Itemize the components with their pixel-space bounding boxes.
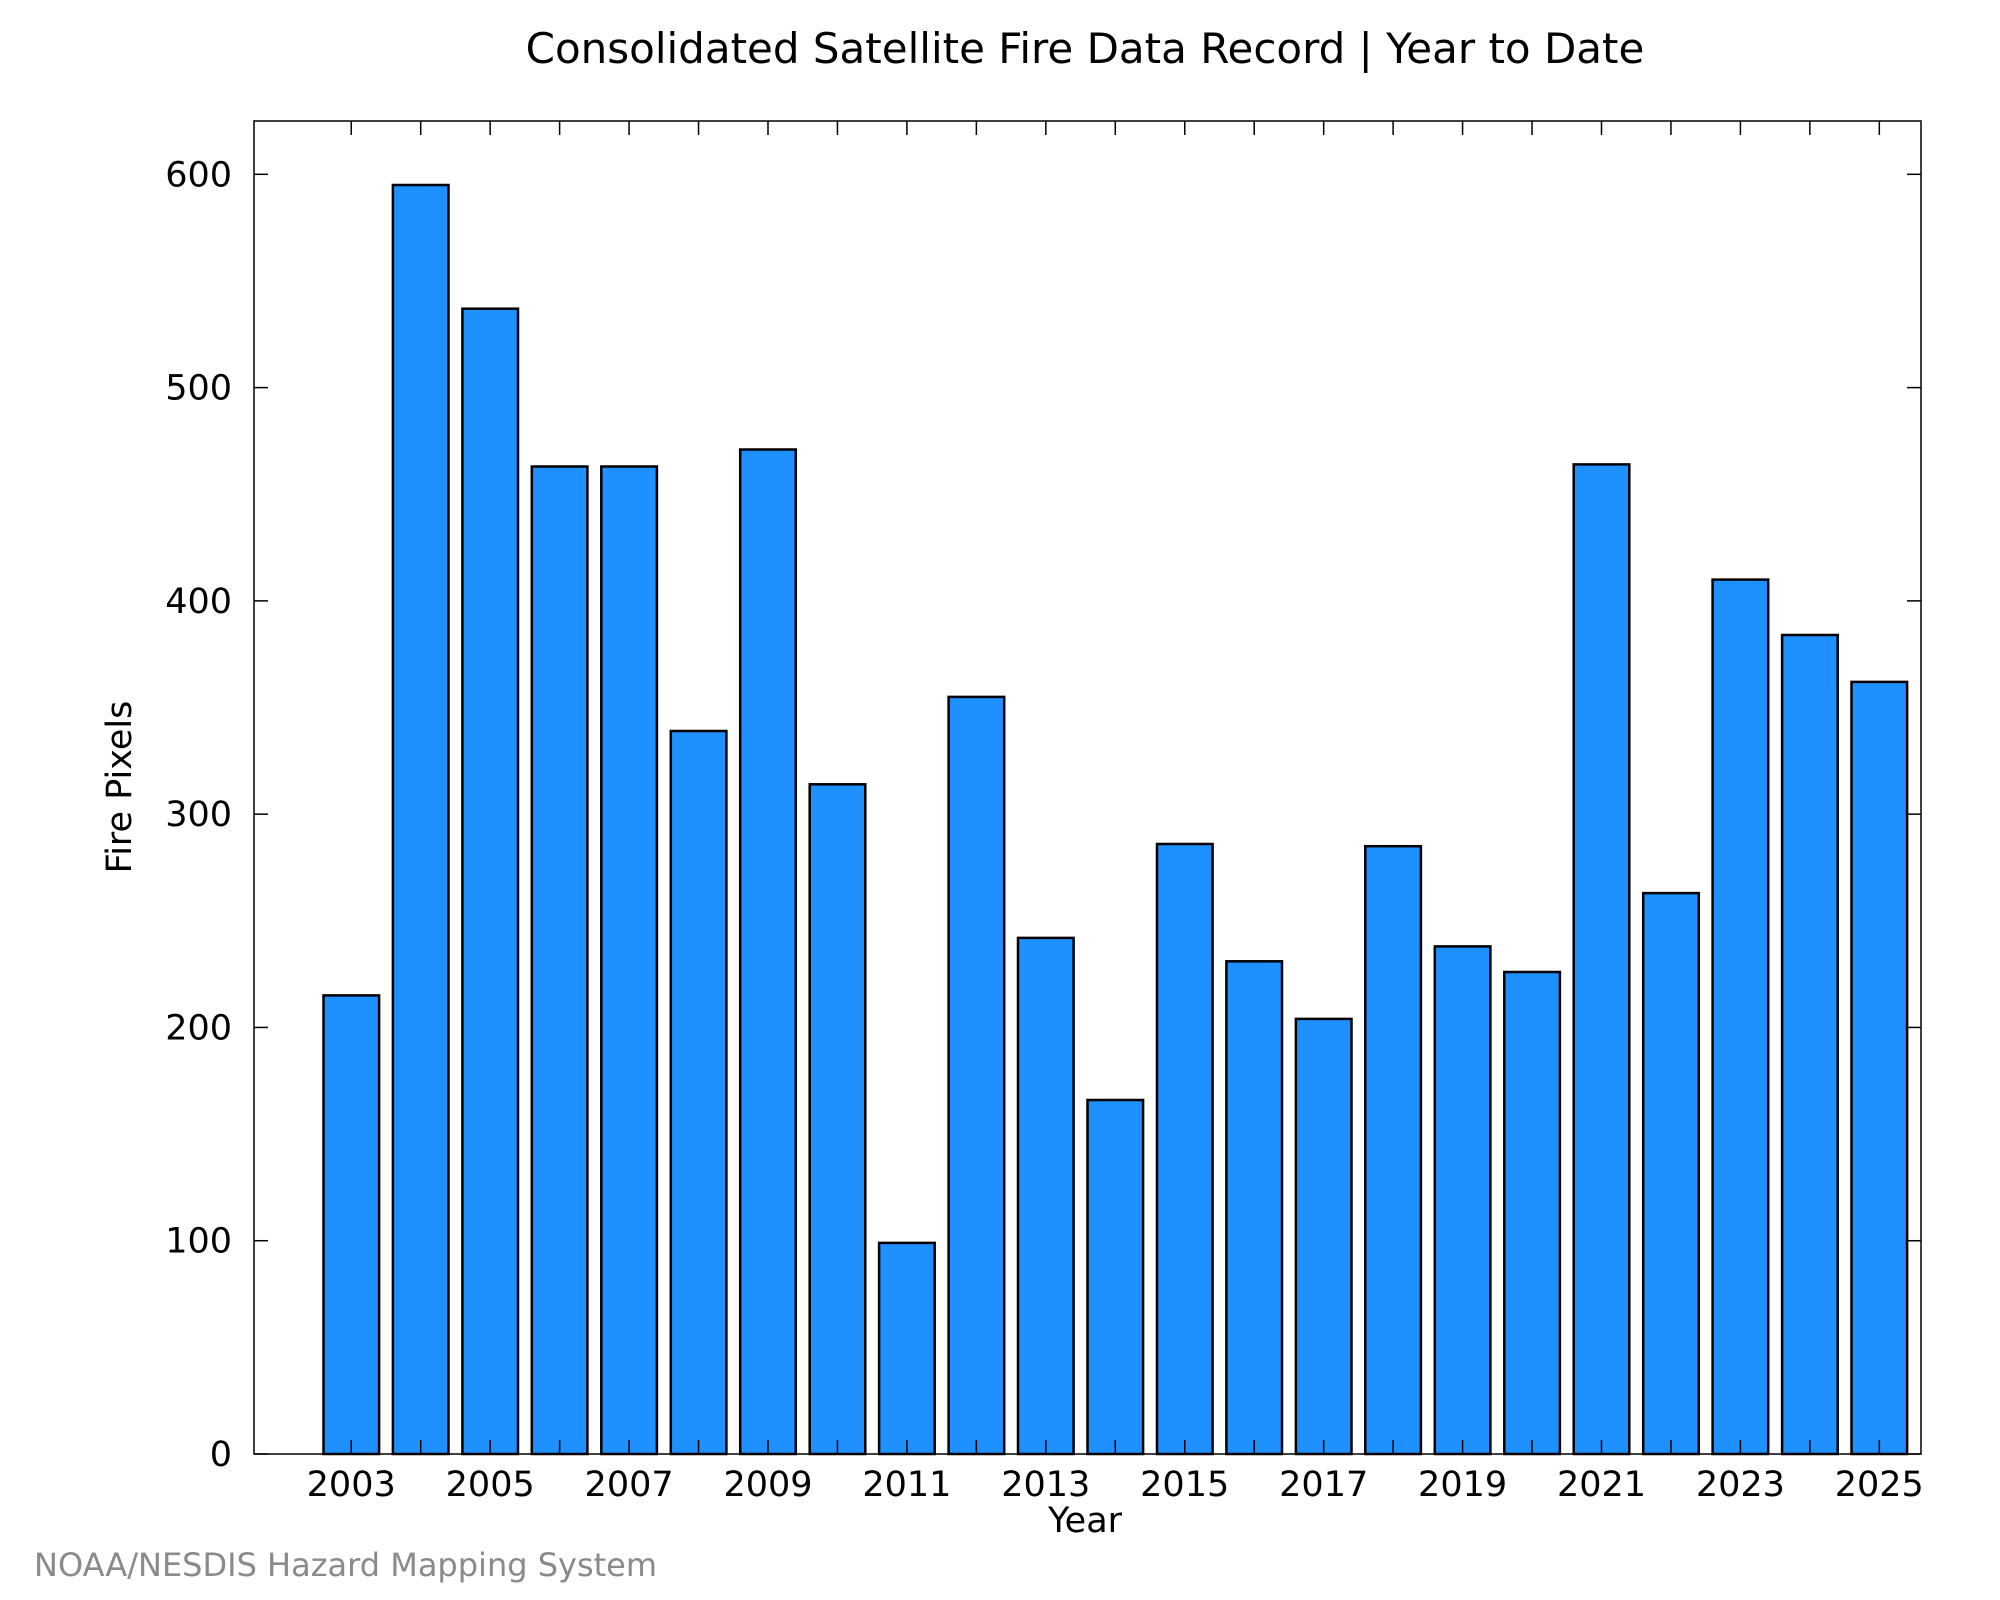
x-tick-label-2011: 2011 — [862, 1465, 951, 1505]
bar-2015 — [1155, 842, 1214, 1456]
bar-2010 — [808, 783, 867, 1456]
bar-2016 — [1225, 960, 1284, 1456]
bar-2022 — [1641, 891, 1701, 1456]
x-axis-label: Year — [1047, 1501, 1123, 1541]
x-tick-label-2005: 2005 — [446, 1465, 535, 1505]
y-tick-labels: 0 100 200 300 400 500 600 — [165, 155, 232, 1475]
bar-2008 — [669, 729, 728, 1456]
bar-2021 — [1572, 463, 1631, 1456]
bar-2024 — [1780, 633, 1839, 1456]
bar-2014 — [1086, 1098, 1145, 1456]
y-tick-label-300: 300 — [165, 795, 232, 835]
x-tick-label-2019: 2019 — [1418, 1465, 1507, 1505]
x-tick-label-2017: 2017 — [1279, 1465, 1368, 1505]
x-tick-label-2025: 2025 — [1835, 1465, 1924, 1505]
y-tick-label-200: 200 — [165, 1008, 232, 1048]
bar-2017 — [1294, 1017, 1353, 1456]
bar-2006 — [530, 465, 589, 1456]
bar-2009 — [738, 448, 798, 1456]
bar-2004 — [391, 183, 450, 1456]
bar-2003 — [322, 994, 381, 1456]
x-tick-label-2003: 2003 — [307, 1465, 396, 1505]
y-tick-label-0: 0 — [210, 1435, 232, 1475]
chart-title: Consolidated Satellite Fire Data Record … — [526, 24, 1645, 73]
x-tick-label-2009: 2009 — [723, 1465, 812, 1505]
bar-2013 — [1016, 936, 1075, 1456]
x-tick-label-2007: 2007 — [585, 1465, 674, 1505]
y-tick-label-400: 400 — [165, 582, 232, 622]
y-tick-label-600: 600 — [165, 155, 232, 195]
bar-2012 — [947, 695, 1006, 1456]
bars-layer — [322, 183, 1909, 1456]
y-tick-label-500: 500 — [165, 369, 232, 409]
bar-2020 — [1503, 970, 1562, 1456]
bar-2018 — [1364, 844, 1423, 1456]
x-tick-labels: 2003 2005 2007 2009 2011 2013 2015 2017 2019 2021… — [307, 1465, 1924, 1505]
x-tick-label-2023: 2023 — [1696, 1465, 1785, 1505]
bar-2025 — [1850, 680, 1909, 1456]
plot-area-frame — [253, 120, 1922, 1455]
y-axis-label: Fire Pixels — [100, 701, 140, 874]
bar-2005 — [461, 307, 520, 1456]
bar-2019 — [1433, 945, 1492, 1456]
x-tick-label-2021: 2021 — [1557, 1465, 1646, 1505]
bar-2023 — [1711, 578, 1770, 1456]
x-tick-label-2015: 2015 — [1140, 1465, 1229, 1505]
y-tick-label-100: 100 — [165, 1222, 232, 1262]
source-credit: NOAA/NESDIS Hazard Mapping System — [34, 1546, 657, 1584]
ticks-layer — [254, 121, 1921, 1455]
x-tick-label-2013: 2013 — [1001, 1465, 1090, 1505]
bar-2007 — [600, 465, 659, 1456]
bar-2011 — [877, 1241, 936, 1456]
